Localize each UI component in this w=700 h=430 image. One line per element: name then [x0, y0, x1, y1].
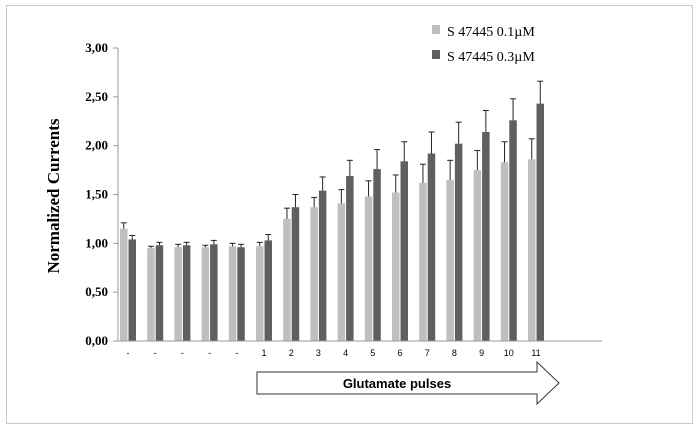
legend-label-0: S 47445 0.1µM	[447, 25, 535, 40]
category-label: 11	[531, 348, 540, 358]
y-tick-label: 0,00	[85, 333, 108, 348]
bar	[473, 170, 482, 341]
bar	[528, 159, 536, 341]
bar	[237, 247, 245, 341]
bar	[256, 246, 264, 341]
category-label: 5	[370, 348, 375, 358]
category-label: 9	[479, 348, 484, 358]
arrow-label: Glutamate pulses	[343, 376, 451, 391]
bar	[210, 244, 218, 341]
bar-chart: 0,00 0,50 1,00 1,50 2,00 2,50 3,00 - - - - - 1 2 3 4 5 6…	[44, 25, 602, 406]
y-tick-label: 2,50	[85, 89, 108, 104]
category-label: 8	[452, 348, 457, 358]
bar	[392, 192, 400, 341]
bar	[419, 182, 427, 341]
category-label: 2	[289, 348, 294, 358]
bar	[446, 179, 454, 341]
bar	[291, 207, 300, 341]
bar	[155, 245, 164, 341]
bar	[318, 190, 327, 341]
bar	[346, 175, 354, 341]
bar	[120, 228, 128, 341]
bar	[536, 103, 544, 341]
category-labels: - - - - - 1 2 3 4 5 6 7 8 9 10 11	[127, 348, 541, 358]
category-label: -	[127, 348, 130, 358]
y-tick-label: 2,00	[85, 138, 108, 153]
bar	[310, 207, 318, 341]
legend: S 47445 0.1µM S 47445 0.3µM	[432, 25, 535, 65]
bar	[182, 245, 191, 341]
category-label: 10	[504, 348, 514, 358]
category-label: 6	[397, 348, 402, 358]
bar	[264, 240, 272, 341]
bar	[427, 153, 436, 341]
y-tick-label: 1,50	[85, 187, 108, 202]
y-tick-label: 1,00	[85, 235, 108, 250]
bar	[337, 203, 346, 341]
category-label: -	[181, 348, 184, 358]
bar	[174, 247, 182, 341]
chart-frame: 0,00 0,50 1,00 1,50 2,00 2,50 3,00 - - - - - 1 2 3 4 5 6…	[6, 5, 693, 424]
y-tick-label: 0,50	[85, 284, 108, 299]
category-label: -	[154, 348, 157, 358]
y-axis-label: Normalized Currents	[44, 118, 63, 273]
glutamate-pulses-arrow: Glutamate pulses	[256, 360, 560, 406]
bar	[400, 161, 408, 341]
bar	[201, 247, 210, 341]
category-label: 7	[425, 348, 430, 358]
bar	[454, 143, 463, 341]
axes-group	[117, 48, 602, 342]
bar	[482, 131, 490, 341]
legend-swatch-0	[432, 25, 440, 34]
bar	[364, 196, 373, 341]
category-label: -	[208, 348, 211, 358]
bar	[228, 246, 237, 341]
category-label: 4	[343, 348, 348, 358]
bar	[283, 218, 291, 341]
category-label: -	[235, 348, 238, 358]
legend-label-1: S 47445 0.3µM	[447, 50, 535, 65]
y-tick-label: 3,00	[85, 40, 108, 55]
arrow-shape	[256, 360, 560, 406]
bar	[509, 120, 517, 341]
bar	[147, 248, 155, 341]
bar	[128, 239, 136, 341]
category-label: 1	[261, 348, 266, 358]
bars-group	[120, 80, 544, 341]
bar	[373, 169, 381, 341]
y-axis-ticks: 0,00 0,50 1,00 1,50 2,00 2,50 3,00	[85, 40, 118, 348]
legend-swatch-1	[432, 50, 440, 59]
bar	[500, 162, 509, 341]
category-label: 3	[316, 348, 321, 358]
